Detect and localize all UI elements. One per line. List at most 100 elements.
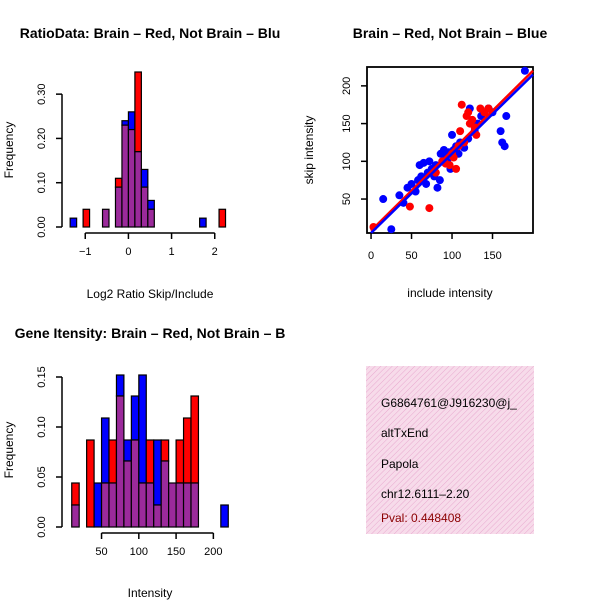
hist2-plot: 0.00 0.05 0.10 0.15 50 100 150 200 (36, 366, 229, 558)
hist1-bar-overlap (114, 186, 123, 228)
scatter-point-red (445, 161, 454, 170)
hist2-bar-red (175, 439, 185, 484)
info-id: G6864761@J916230@j_ (381, 396, 517, 410)
scatter-point-red (405, 202, 414, 211)
hist1-bar-red (218, 208, 227, 228)
hist1-bar-blue (69, 217, 78, 228)
hist2-x-tick-label: 50 (95, 546, 107, 558)
hist1-bar-overlap (140, 186, 149, 228)
hist2-x-tick-label: 150 (167, 546, 185, 558)
scatter-x-tick-label: 150 (483, 250, 501, 262)
scatter-point-blue (520, 66, 529, 75)
hist2-bar-overlap (123, 460, 132, 528)
hist2-bar-blue (138, 374, 147, 484)
hist2-bar-overlap (108, 482, 118, 528)
hist2-bar-overlap (190, 482, 200, 528)
scatter-point-blue (407, 179, 416, 188)
scatter-point-red (425, 204, 434, 213)
scatter-x-tick-label: 50 (405, 250, 417, 262)
scatter-plot: 0 50 100 150 50 100 150 200 (341, 66, 534, 262)
hist2-bar-overlap (175, 482, 185, 528)
hist2-bar-overlap (160, 460, 170, 528)
hist1-y-tick-label: 0.10 (36, 172, 48, 193)
hist2-bar-overlap (145, 482, 155, 528)
hist2-bar-blue (93, 482, 103, 528)
scatter-frame (366, 66, 534, 234)
hist2-y-tick-label: 0.05 (36, 466, 48, 487)
hist1-bar-overlap (127, 128, 136, 228)
hist1-x-tick-label: −1 (79, 246, 92, 258)
scatter-point-red (484, 104, 493, 113)
hist2-y-tick-label: 0.15 (36, 366, 48, 387)
hist1-x-tick-label: 1 (169, 246, 175, 258)
scatter-point-blue (448, 130, 457, 139)
hist2-bar-blue (220, 504, 229, 528)
scatter-title: Brain – Red, Not Brain – Blue (353, 25, 548, 41)
hist2-bar-blue (100, 417, 110, 484)
hist2-bar-blue (153, 439, 162, 506)
hist2-bar-overlap (115, 395, 125, 528)
scatter-y-tick-label: 150 (341, 114, 353, 132)
hist1-y-tick-label: 0.20 (36, 128, 48, 149)
hist1-bar-blue (140, 168, 149, 188)
hist2-title: Gene Itensity: Brain – Red, Not Brain – … (15, 325, 286, 341)
hist2-bar-red (145, 439, 155, 484)
scatter-point-blue (435, 176, 444, 185)
hist2-bar-red (190, 395, 200, 484)
hist1-bar-blue (199, 217, 207, 228)
hist1-title: RatioData: Brain – Red, Not Brain – Blu (20, 25, 281, 41)
scatter-xlabel: include intensity (407, 286, 492, 300)
hist2-bar-red (86, 439, 95, 528)
scatter-point-red (468, 115, 477, 124)
hist2-x-tick-label: 200 (204, 546, 222, 558)
scatter-fit-blue (370, 73, 534, 234)
hist2-bar-blue (115, 374, 125, 397)
scatter-point-red (464, 108, 473, 117)
scatter-point-red (452, 164, 461, 173)
hist2-bar-overlap (138, 482, 147, 528)
info-event-type: altTxEnd (381, 426, 428, 440)
scatter-y-tick-label: 50 (341, 193, 353, 205)
hist2-bar-red (108, 439, 118, 484)
scatter-point-blue (496, 127, 505, 136)
hist2-bar-overlap (168, 482, 177, 528)
scatter-x-tick-label: 100 (443, 250, 461, 262)
hist1-bar-overlap (134, 151, 142, 228)
hist2-bar-overlap (130, 439, 140, 528)
scatter-point-blue (379, 195, 388, 204)
scatter-y-tick-label: 100 (341, 152, 353, 170)
hist1-bar-blue (127, 111, 136, 131)
hist2-bar-overlap (100, 482, 110, 528)
scatter-point-blue (395, 191, 404, 200)
scatter-point-red (457, 100, 466, 109)
hist2-bar-blue (123, 439, 132, 462)
hist1-bar-red (82, 208, 91, 228)
hist1-bar-overlap (121, 124, 130, 228)
scatter-point-blue (502, 112, 511, 121)
info-location: chr12.6111–2.20 (381, 487, 470, 501)
scatter-point-blue (425, 157, 434, 166)
scatter-fit-red (370, 69, 534, 232)
hist1-bar-blue (147, 199, 155, 210)
info-panel-hatch (366, 366, 534, 534)
scatter-point-blue (433, 183, 442, 192)
scatter-x-tick-label: 0 (368, 250, 374, 262)
hist1-bar-overlap (147, 208, 155, 228)
hist2-bar-overlap (71, 504, 80, 528)
scatter-point-red (456, 127, 465, 136)
hist1-bar-overlap (101, 208, 110, 228)
hist2-y-tick-label: 0.10 (36, 416, 48, 437)
hist1-plot: 0.00 0.10 0.20 0.30 −1 0 1 2 (36, 71, 227, 258)
hist1-bar-blue (121, 120, 130, 126)
scatter-y-tick-label: 200 (341, 77, 353, 95)
hist2-bar-red (71, 482, 80, 506)
hist1-bar-red (114, 177, 123, 188)
hist2-bar-overlap (153, 504, 162, 528)
hist2-bar-overlap (182, 482, 192, 528)
scatter-point-blue (387, 225, 396, 234)
hist1-y-tick-label: 0.30 (36, 83, 48, 104)
hist1-y-tick-label: 0.00 (36, 216, 48, 237)
hist2-bar-red (160, 439, 170, 462)
hist1-bar-red (134, 71, 142, 153)
